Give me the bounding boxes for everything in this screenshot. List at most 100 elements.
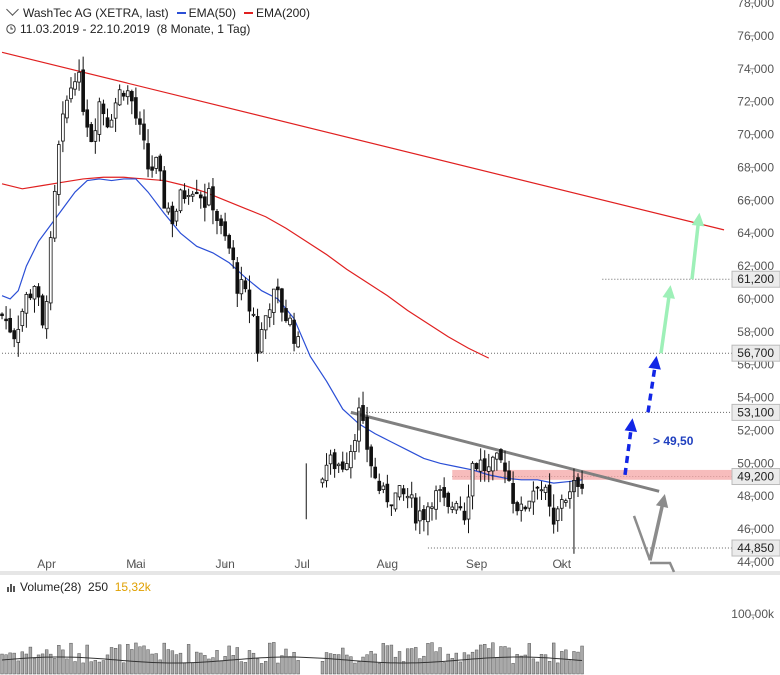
volume-bar	[556, 662, 560, 675]
candle-body	[409, 494, 414, 499]
candle-body	[405, 495, 410, 499]
volume-bar	[422, 655, 426, 675]
candle-body	[12, 330, 17, 340]
candle-body	[320, 478, 325, 484]
candle-body	[328, 454, 333, 465]
candle-body	[389, 504, 394, 507]
candle-body	[340, 461, 345, 470]
volume-bars-icon	[7, 584, 15, 592]
y-tick-label: 64,000	[737, 226, 774, 240]
candle-body	[292, 319, 296, 344]
ema50-legend: EMA(50)	[188, 6, 236, 20]
candle-body	[276, 286, 280, 291]
volume-bar	[414, 647, 418, 675]
volume-bar	[20, 651, 24, 675]
candle-body	[235, 262, 240, 294]
volume-bar	[373, 653, 377, 675]
candle-body	[243, 280, 248, 290]
candle-body	[231, 247, 236, 261]
volume-bar	[478, 644, 483, 675]
volume-bar	[523, 654, 527, 675]
candle-body	[182, 190, 187, 200]
volume-bar	[487, 648, 491, 675]
volume-bar	[353, 662, 357, 675]
candle-body	[32, 286, 37, 300]
candle-body	[397, 485, 402, 498]
volume-bar	[235, 647, 239, 675]
volume-bar	[195, 651, 199, 675]
volume-bar	[264, 661, 268, 675]
candle-body	[142, 123, 146, 141]
candle-body	[4, 318, 8, 322]
volume-bar	[85, 644, 89, 675]
candle-body	[470, 462, 475, 497]
volume-bar	[105, 654, 110, 675]
volume-bar	[97, 661, 102, 675]
candles-layer	[0, 56, 584, 554]
volume-bar	[454, 652, 458, 675]
volume-bar	[89, 661, 93, 675]
candle-body	[134, 97, 138, 119]
volume-bar	[150, 653, 154, 675]
volume-bar	[166, 649, 171, 675]
volume-bar	[495, 657, 499, 675]
candle-body	[527, 500, 532, 509]
volume-bar	[117, 644, 122, 675]
level-tag	[731, 270, 780, 288]
volume-bar	[519, 655, 523, 675]
volume-bar	[483, 644, 487, 675]
volume-bar	[158, 659, 162, 675]
x-tick-label: Jul	[295, 557, 310, 571]
y-tick-label: 48,000	[737, 489, 774, 503]
volume-value: 250	[88, 580, 109, 594]
candle-body	[450, 506, 455, 510]
volume-bar	[190, 662, 195, 675]
volume-bar	[365, 654, 369, 675]
volume-bar	[430, 642, 434, 675]
x-tick-label: Okt	[552, 557, 571, 571]
volume-bar	[223, 656, 227, 675]
candle-body	[36, 286, 41, 298]
candle-body	[158, 155, 163, 172]
candle-body	[125, 90, 130, 98]
candle-body	[551, 507, 556, 525]
volume-bar	[16, 660, 20, 675]
candle-body	[499, 449, 503, 461]
candle-body	[85, 109, 90, 128]
candle-body	[263, 315, 268, 331]
candle-body	[101, 103, 106, 115]
candle-body	[495, 452, 499, 460]
blue-arrow-2	[646, 359, 658, 413]
candle-body	[365, 416, 369, 450]
volume-bar	[219, 660, 223, 675]
gray-arrow-up	[648, 497, 666, 561]
candle-body	[174, 210, 179, 222]
ema200-swatch	[243, 11, 253, 14]
y-tick-label: 52,000	[737, 423, 774, 437]
volume-bar	[243, 662, 248, 675]
candle-body	[121, 92, 126, 97]
volume-bar	[332, 654, 337, 675]
volume-bar	[288, 656, 292, 675]
ema50-line	[1, 178, 583, 484]
candle-body	[462, 510, 467, 521]
volume-label: Volume(28)	[20, 580, 82, 594]
volume-bar	[470, 651, 475, 675]
candle-body	[239, 279, 244, 295]
axis-layer: 44,00046,00048,00050,00052,00054,00056,0…	[37, 0, 780, 621]
long-downtrend-line	[1, 51, 725, 231]
volume-bar	[251, 652, 256, 675]
volume-bar	[65, 658, 69, 675]
volume-bar	[215, 650, 219, 675]
x-tick-label: Sep	[466, 557, 488, 571]
candle-body	[259, 329, 264, 353]
candle-body	[426, 506, 430, 523]
candle-body	[442, 487, 446, 498]
gray-arrow-down	[632, 515, 652, 561]
volume-bar	[239, 661, 244, 675]
candle-body	[138, 118, 142, 125]
candle-body	[503, 462, 507, 472]
candle-body	[81, 69, 85, 112]
volume-bar	[36, 654, 41, 675]
